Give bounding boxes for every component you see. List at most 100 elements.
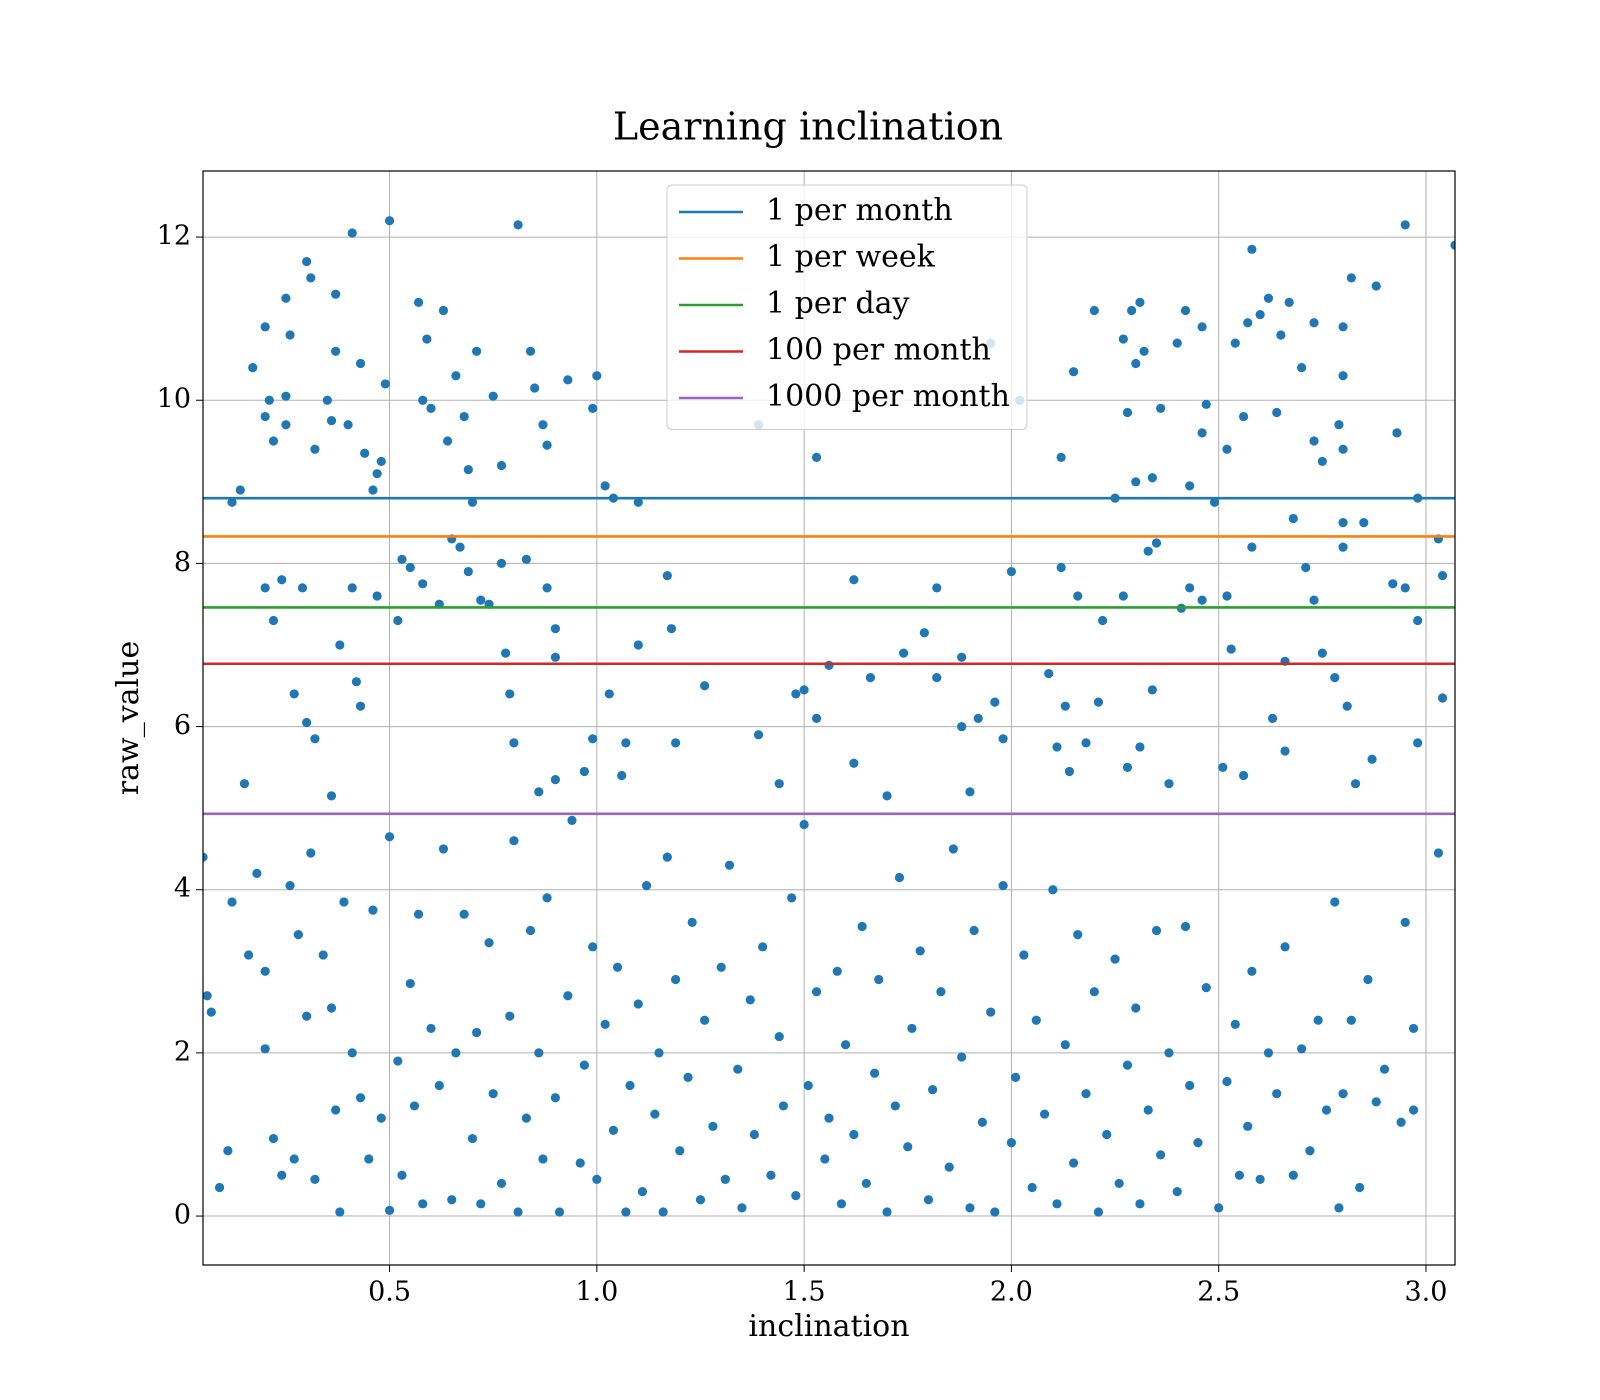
scatter-point bbox=[227, 497, 237, 507]
scatter-point bbox=[969, 925, 979, 936]
scatter-point bbox=[496, 460, 507, 471]
scatter-point bbox=[633, 640, 643, 650]
axes-frame bbox=[202, 170, 1456, 1266]
scatter-point bbox=[413, 297, 424, 307]
scatter-point bbox=[749, 1129, 759, 1140]
scatter-point bbox=[791, 1191, 801, 1201]
scatter-point bbox=[1185, 583, 1195, 593]
scatter-point bbox=[302, 256, 312, 267]
scatter-point bbox=[662, 571, 672, 581]
scatter-point bbox=[720, 1174, 730, 1184]
scatter-point bbox=[509, 836, 519, 846]
scatter-point bbox=[671, 974, 681, 985]
scatter-point bbox=[1131, 477, 1141, 487]
scatter-point bbox=[1226, 644, 1236, 654]
scatter-point bbox=[1338, 371, 1348, 381]
scatter-point bbox=[1052, 1199, 1062, 1209]
scatter-point bbox=[426, 1023, 436, 1034]
scatter-point bbox=[1019, 950, 1029, 960]
scatter-point bbox=[1118, 334, 1128, 344]
scatter-point bbox=[1102, 1129, 1112, 1140]
scatter-point bbox=[641, 881, 652, 891]
scatter-point bbox=[1147, 685, 1157, 695]
scatter-point bbox=[1350, 779, 1361, 789]
scatter-point bbox=[1392, 428, 1402, 438]
scatter-point bbox=[368, 905, 378, 915]
scatter-point bbox=[799, 685, 809, 695]
scatter-point bbox=[758, 942, 768, 952]
scatter-point bbox=[525, 346, 536, 356]
scatter-point bbox=[1330, 897, 1340, 907]
scatter-point bbox=[351, 677, 361, 687]
y-tick-label: 0 bbox=[174, 1200, 191, 1231]
scatter-point bbox=[380, 379, 391, 389]
scatter-point bbox=[214, 1182, 225, 1193]
scatter-point bbox=[766, 1170, 776, 1180]
scatter-point bbox=[1060, 1040, 1070, 1050]
scatter-point bbox=[1255, 309, 1265, 320]
scatter-point bbox=[355, 1093, 366, 1103]
scatter-point bbox=[1400, 583, 1410, 593]
scatter-point bbox=[899, 648, 909, 658]
scatter-point bbox=[268, 1133, 279, 1144]
scatter-point bbox=[820, 1154, 830, 1164]
scatter-point bbox=[563, 991, 573, 1001]
legend: 1 per month 1 per week 1 per day 100 per mo… bbox=[666, 184, 1028, 430]
scatter-point bbox=[1089, 987, 1099, 997]
scatter-point bbox=[405, 978, 415, 989]
scatter-point bbox=[708, 1121, 718, 1131]
scatter-point bbox=[625, 1080, 635, 1091]
scatter-point bbox=[1073, 929, 1083, 940]
scatter-point bbox=[1064, 766, 1075, 777]
scatter-point bbox=[928, 1085, 938, 1095]
scatter-point bbox=[268, 436, 279, 446]
scatter-point bbox=[998, 881, 1008, 891]
scatter-point bbox=[1297, 363, 1307, 373]
scatter-point bbox=[496, 558, 507, 569]
scatter-point bbox=[716, 962, 726, 972]
scatter-point bbox=[227, 897, 237, 907]
scatter-point bbox=[1309, 318, 1319, 328]
scatter-point bbox=[405, 562, 415, 573]
scatter-point bbox=[1263, 1048, 1274, 1058]
scatter-point bbox=[1433, 848, 1444, 858]
scatter-point bbox=[588, 734, 598, 744]
y-tick-label: 6 bbox=[174, 710, 191, 741]
scatter-point bbox=[654, 1048, 664, 1058]
scatter-point bbox=[1222, 444, 1232, 454]
scatter-point bbox=[1243, 318, 1253, 328]
scatter-point bbox=[932, 583, 942, 593]
scatter-point bbox=[496, 1178, 507, 1189]
scatter-point bbox=[1089, 305, 1099, 316]
scatter-point bbox=[306, 848, 316, 858]
scatter-point bbox=[1093, 697, 1104, 707]
scatter-point bbox=[1048, 885, 1058, 895]
scatter-point bbox=[277, 575, 287, 585]
scatter-point bbox=[434, 1080, 444, 1091]
scatter-point bbox=[1255, 1174, 1265, 1184]
scatter-point bbox=[384, 216, 395, 226]
scatter-point bbox=[306, 273, 316, 283]
plot-area bbox=[203, 216, 1455, 1217]
scatter-point bbox=[331, 1105, 341, 1115]
scatter-point bbox=[965, 787, 975, 797]
scatter-point bbox=[1098, 615, 1108, 626]
scatter-point bbox=[687, 917, 697, 927]
scatter-point bbox=[355, 701, 366, 711]
scatter-point bbox=[1276, 330, 1286, 340]
scatter-point bbox=[277, 1170, 287, 1180]
scatter-point bbox=[1388, 579, 1398, 589]
scatter-point bbox=[463, 464, 473, 475]
scatter-point bbox=[923, 1195, 934, 1205]
scatter-point bbox=[1243, 1121, 1253, 1131]
scatter-point bbox=[484, 938, 494, 948]
scatter-point bbox=[289, 689, 299, 699]
scatter-point bbox=[384, 1205, 395, 1215]
scatter-point bbox=[666, 624, 677, 634]
scatter-point bbox=[1006, 1138, 1017, 1148]
scatter-point bbox=[882, 791, 892, 801]
scatter-point bbox=[281, 420, 291, 430]
scatter-point bbox=[998, 734, 1008, 744]
scatter-point bbox=[550, 624, 560, 634]
